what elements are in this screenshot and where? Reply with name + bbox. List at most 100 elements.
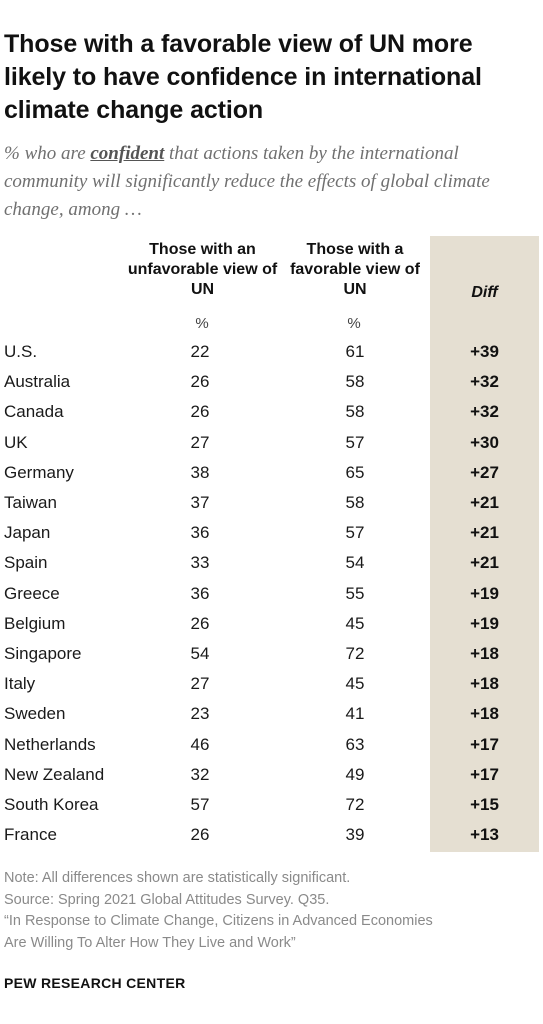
table-row: South Korea 57 72 +15 (0, 790, 543, 820)
report-title-line: Are Willing To Alter How They Live and W… (4, 934, 296, 951)
country-label: Netherlands (4, 734, 96, 754)
table-row: Germany 38 65 +27 (0, 458, 543, 488)
diff-value: +18 (470, 674, 499, 694)
table-row: Netherlands 46 63 +17 (0, 730, 543, 760)
country-label: Taiwan (4, 493, 57, 512)
diff-value: +17 (470, 764, 499, 784)
subtitle-prefix: % who are (4, 143, 91, 164)
unfavorable-value: 37 (190, 493, 210, 512)
table-row: Canada 26 58 +32 (0, 397, 543, 427)
table-row: New Zealand 32 49 +17 (0, 760, 543, 790)
unfavorable-value: 46 (190, 734, 210, 754)
favorable-value: 58 (345, 493, 365, 512)
favorable-value: 65 (345, 462, 365, 482)
diff-value: +15 (470, 795, 499, 814)
table-row: Australia 26 58 +32 (0, 367, 543, 397)
country-label: France (4, 825, 57, 845)
favorable-value: 54 (345, 553, 365, 573)
unfavorable-value: 27 (190, 432, 210, 452)
unfavorable-value: 26 (190, 613, 210, 633)
diff-value: +18 (470, 704, 499, 724)
table-row: Italy 27 45 +18 (0, 669, 543, 699)
report-title-line: “In Response to Climate Change, Citizens… (4, 913, 433, 929)
diff-value: +21 (470, 553, 499, 573)
favorable-value: 57 (345, 523, 365, 543)
diff-value: +27 (470, 462, 499, 482)
unfavorable-value: 54 (190, 644, 210, 663)
table-row: Spain 33 54 +21 (0, 548, 543, 578)
country-label: Spain (4, 553, 48, 573)
country-label: Sweden (4, 704, 66, 724)
diff-value: +19 (470, 613, 499, 633)
country-label: Italy (4, 674, 36, 694)
diff-value: +17 (470, 734, 499, 754)
diff-value: +21 (470, 493, 499, 512)
favorable-value: 58 (345, 372, 365, 392)
country-label: UK (4, 432, 28, 452)
chart-title: Those with a favorable view of UN more l… (4, 30, 482, 124)
unfavorable-value: 38 (190, 462, 210, 482)
country-label: Singapore (4, 644, 82, 663)
diff-value: +32 (470, 402, 499, 422)
subtitle-suffix: that actions taken by the international … (4, 143, 490, 220)
favorable-value: 45 (345, 674, 365, 694)
favorable-value: 49 (345, 764, 365, 784)
table-row: Sweden 23 41 +18 (0, 699, 543, 729)
table-row: Taiwan 37 58 +21 (0, 488, 543, 518)
favorable-value: 63 (345, 734, 365, 754)
footnotes: Note: All differences shown are statisti… (4, 868, 534, 954)
unfavorable-value: 26 (190, 372, 210, 392)
country-label: U.S. (4, 342, 38, 361)
unit-label-favorable: % (347, 315, 361, 332)
table-row: Japan 36 57 +21 (0, 518, 543, 548)
country-label: Canada (4, 402, 64, 422)
column-header-unfavorable: Those with an unfavorable view of UN (127, 241, 278, 298)
unfavorable-value: 22 (190, 342, 210, 361)
unfavorable-value: 23 (190, 704, 210, 724)
subtitle-keyword: confident (90, 143, 165, 164)
table-row: Belgium 26 45 +19 (0, 609, 543, 639)
table-row: Greece 36 55 +19 (0, 579, 543, 609)
diff-value: +32 (470, 372, 499, 392)
diff-value: +39 (470, 342, 499, 361)
diff-value: +18 (470, 644, 499, 663)
country-label: Australia (4, 372, 71, 392)
source-line: Source: Spring 2021 Global Attitudes Sur… (4, 891, 330, 908)
brand-logo-text: PEW RESEARCH CENTER (4, 975, 186, 991)
column-header-diff: Diff (471, 284, 498, 301)
unfavorable-value: 26 (190, 402, 210, 422)
country-label: Belgium (4, 613, 66, 633)
diff-column-background (430, 236, 539, 852)
column-header-favorable: Those with a favorable view of UN (290, 241, 420, 298)
table-row: Singapore 54 72 +18 (0, 639, 543, 669)
country-label: Japan (4, 523, 51, 543)
chart-subtitle: % who are confident that actions taken b… (4, 140, 534, 224)
diff-value: +13 (470, 825, 499, 845)
country-label: New Zealand (4, 764, 105, 784)
favorable-value: 61 (345, 342, 365, 361)
unit-label-unfavorable: % (195, 315, 209, 332)
diff-value: +30 (470, 432, 499, 452)
table-row: France 26 39 +13 (0, 820, 543, 850)
table-row: U.S. 22 61 +39 (0, 337, 543, 367)
table-row: UK 27 57 +30 (0, 428, 543, 458)
favorable-value: 39 (345, 825, 365, 845)
favorable-value: 72 (345, 644, 365, 663)
country-label: Greece (4, 583, 60, 603)
unfavorable-value: 36 (190, 523, 210, 543)
country-label: Germany (4, 462, 74, 482)
unfavorable-value: 57 (190, 795, 210, 814)
favorable-value: 58 (345, 402, 365, 422)
unfavorable-value: 36 (190, 583, 210, 603)
favorable-value: 41 (345, 704, 365, 724)
unfavorable-value: 27 (190, 674, 210, 694)
favorable-value: 57 (345, 432, 365, 452)
unfavorable-value: 32 (190, 764, 210, 784)
favorable-value: 72 (345, 795, 365, 814)
unfavorable-value: 26 (190, 825, 210, 845)
diff-value: +21 (470, 523, 499, 543)
diff-value: +19 (470, 583, 499, 603)
favorable-value: 55 (345, 583, 365, 603)
country-label: South Korea (4, 795, 99, 814)
note-line: Note: All differences shown are statisti… (4, 870, 351, 886)
